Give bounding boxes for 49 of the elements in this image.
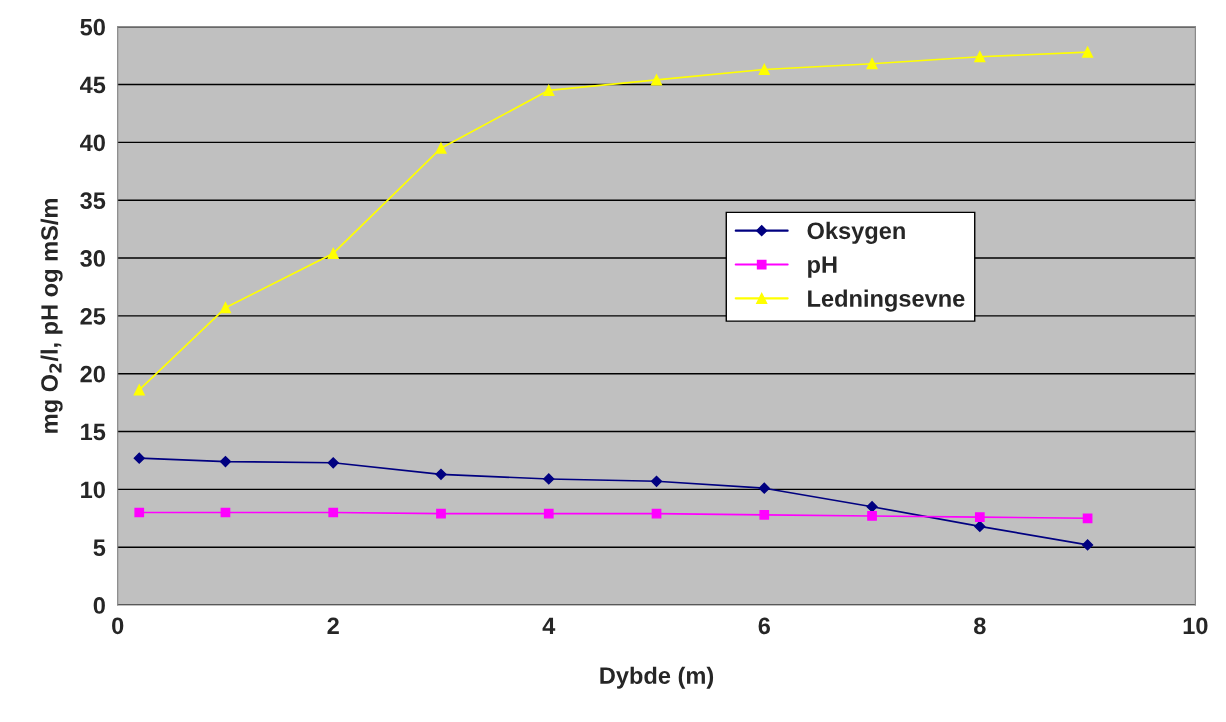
legend-label: Ledningsevne [808,289,965,312]
y-axis-title: mg O$_{2}$/l, pH og mS/m [40,199,63,433]
point [436,508,446,519]
y-tick-label: 30 [80,250,105,267]
y-tick-label: 35 [80,192,106,210]
point [758,482,770,494]
point [543,508,554,519]
x-tick-label: 4 [542,617,556,634]
y-tick-label: 10 [81,481,105,499]
point [867,511,877,521]
point [1082,513,1093,524]
point [543,84,555,96]
point [543,473,555,485]
point [974,512,985,522]
point [134,507,145,518]
point [650,475,663,487]
point [327,457,339,469]
point [759,509,770,520]
y-tick-label: 25 [80,307,106,325]
point [866,58,878,70]
point [1081,539,1094,551]
point [327,247,339,259]
x-tick-label: 6 [758,617,770,635]
x-tick-label: 2 [327,617,339,634]
point [1082,46,1094,58]
legend-label: pH [808,256,837,278]
x-tick-label: 8 [974,617,986,635]
x-tick-label: 10 [1183,617,1208,635]
point [650,74,663,86]
point [758,63,770,76]
legend-label: Oksygen [807,221,905,244]
point [328,507,339,518]
point [435,142,447,154]
y-tick-label: 20 [80,365,105,383]
x-tick-label: 0 [112,617,124,635]
point [974,51,986,63]
y-tick-label: 45 [79,76,106,94]
point [133,452,145,464]
point [219,302,232,314]
point [219,456,232,468]
point [435,468,447,480]
y-tick-label: 40 [79,134,105,152]
point [651,508,662,519]
y-tick-label: 50 [80,18,105,36]
y-tick-label: 0 [93,597,105,614]
x-axis-title: Dybde (m) [600,666,714,689]
y-tick-label: 15 [81,423,106,441]
y-tick-label: 5 [93,539,106,556]
point [133,384,145,396]
